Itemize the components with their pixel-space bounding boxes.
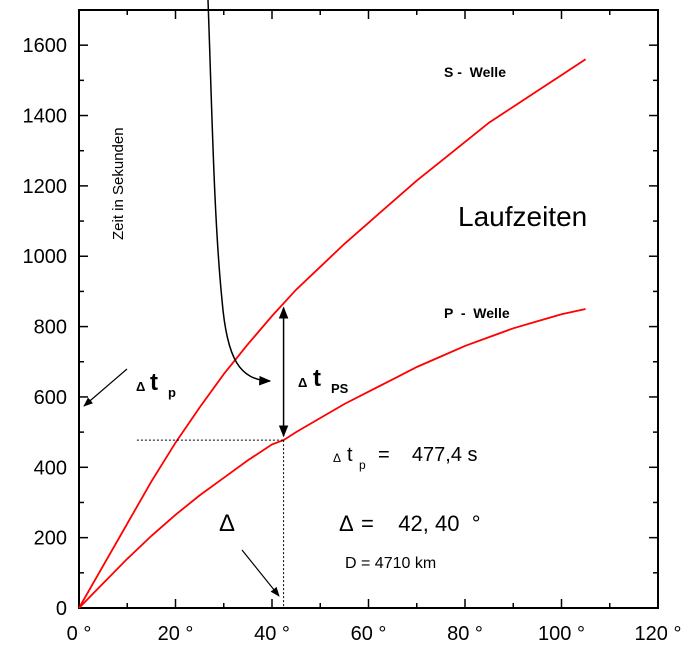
distance-result: D = 4710 km xyxy=(345,555,436,572)
y-tick-label: 400 xyxy=(34,457,67,479)
delta-result-value: = 42, 40 ° xyxy=(361,511,481,536)
y-tick-label: 0 xyxy=(56,598,67,620)
delta-tp-t: t xyxy=(150,369,158,396)
tp-pointer-arrow xyxy=(83,368,128,407)
x-tick-label: 60 ° xyxy=(351,623,387,645)
svg-text:Δ: Δ xyxy=(333,451,341,465)
delta-pointer-arrow xyxy=(241,549,280,597)
svg-text:Δ: Δ xyxy=(136,379,145,394)
p-wave-curve xyxy=(78,308,586,609)
series-lines xyxy=(78,58,587,609)
x-tick-label: 80 ° xyxy=(447,623,483,645)
delta-tp-sub: p xyxy=(168,385,176,400)
annotations xyxy=(83,0,289,608)
delta-result: Δ = 42, 40 ° xyxy=(339,511,481,536)
curved-pointer-arrow xyxy=(207,0,272,386)
x-tick-label: 20 ° xyxy=(158,623,194,645)
delta-tps-sub: PS xyxy=(331,381,349,396)
y-axis-label: Zeit in Sekunden xyxy=(110,127,127,240)
svg-text:p: p xyxy=(359,458,366,472)
svg-text:Δ: Δ xyxy=(298,375,307,390)
y-tick-label: 1200 xyxy=(23,176,68,198)
y-tick-label: 600 xyxy=(34,387,67,409)
tp-result-value: = 477,4 s xyxy=(378,444,478,466)
svg-text:t: t xyxy=(347,444,353,466)
x-tick-label: 120 ° xyxy=(635,623,682,645)
y-axis-ticks: 0 200 400 600 800 1000 1200 1400 1600 xyxy=(23,9,658,620)
x-tick-label: 40 ° xyxy=(254,623,290,645)
delta-symbol-label: Δ xyxy=(219,510,235,537)
x-axis-ticks: 0 ° 20 ° 40 ° 60 ° 80 ° 100 ° 120 ° xyxy=(67,10,682,645)
y-tick-label: 1600 xyxy=(23,35,68,57)
tp-result: Δ t p = 477,4 s xyxy=(333,444,478,472)
y-tick-label: 200 xyxy=(34,528,67,550)
delta-result-symbol: Δ xyxy=(339,511,354,536)
delta-tp-label: Δ t p xyxy=(136,369,176,400)
y-tick-label: 1000 xyxy=(23,246,68,268)
delta-tps-label: Δ t PS xyxy=(298,365,349,396)
chart-title: Laufzeiten xyxy=(458,201,587,232)
delta-tps-t: t xyxy=(313,365,321,392)
y-tick-label: 800 xyxy=(34,317,67,339)
s-wave-curve xyxy=(78,58,587,609)
x-tick-label: 100 ° xyxy=(538,623,585,645)
s-wave-label: S - Welle xyxy=(444,64,506,80)
x-tick-label: 0 ° xyxy=(67,623,92,645)
y-tick-label: 1400 xyxy=(23,106,68,128)
p-wave-label: P - Welle xyxy=(444,305,510,321)
